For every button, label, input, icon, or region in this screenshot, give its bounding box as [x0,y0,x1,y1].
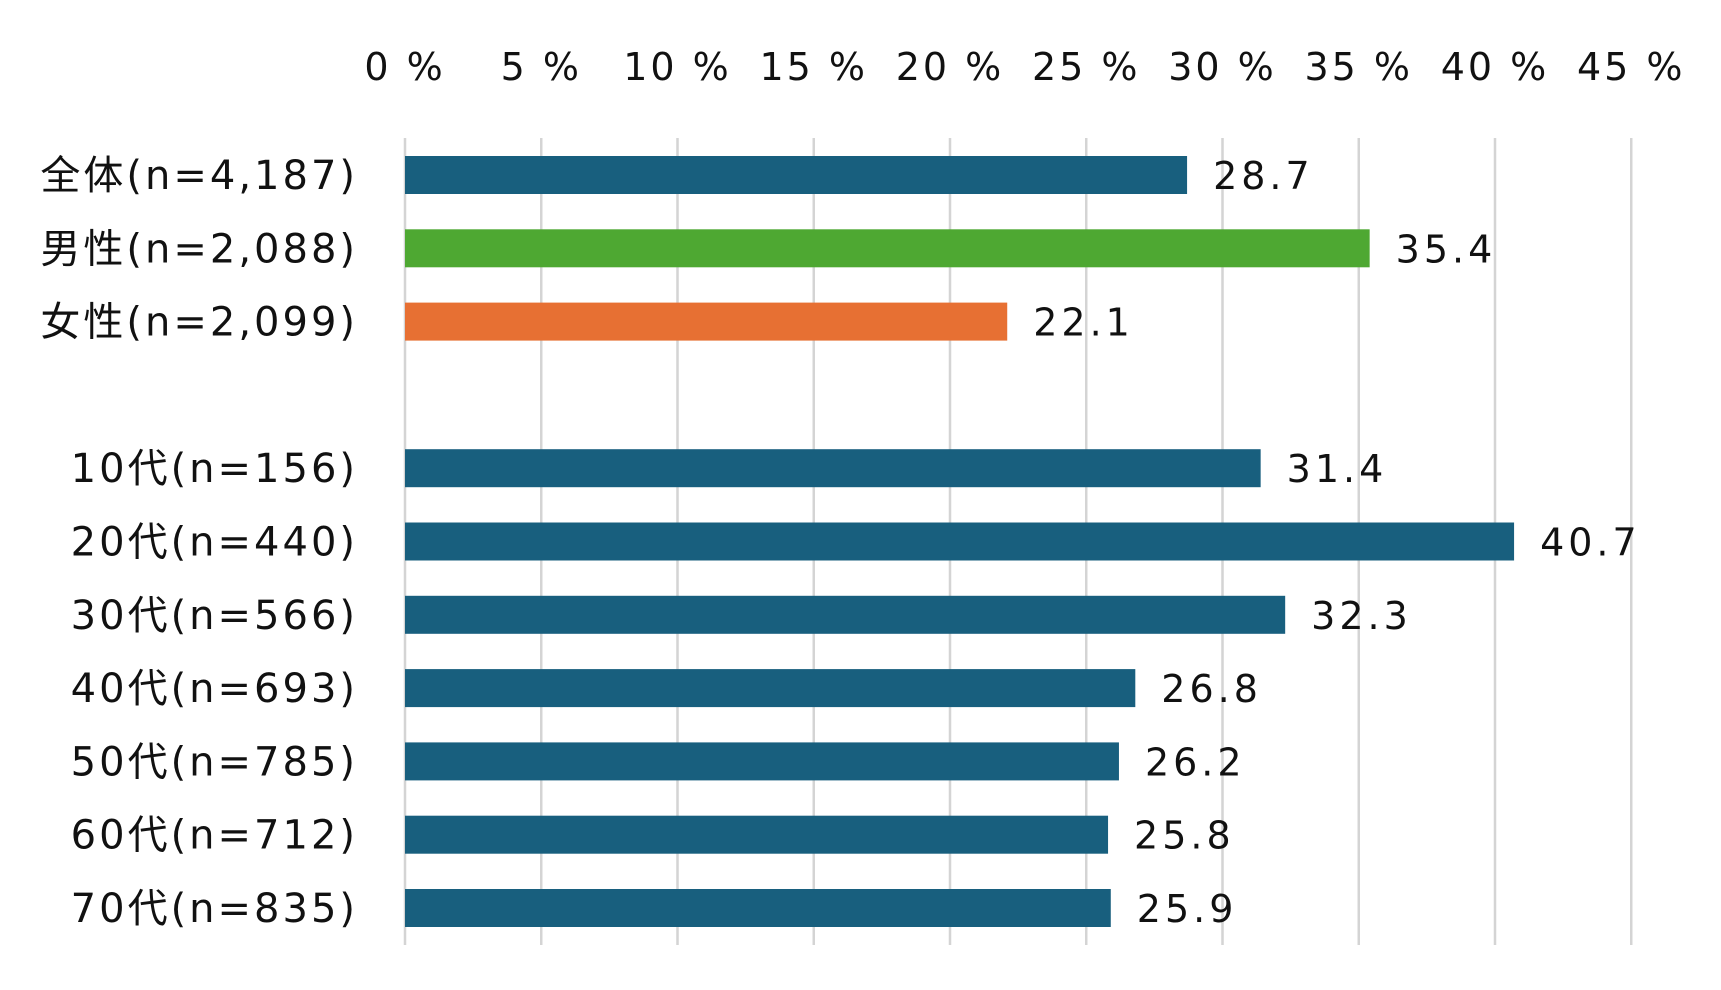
category-label: 全体(n=4,187) [40,153,358,199]
category-label: 20代(n=440) [71,520,358,566]
x-tick-label: 5 % [501,45,582,89]
bar [405,815,1109,854]
x-tick-label: 35 % [1304,45,1413,89]
bar [405,229,1370,268]
data-label: 26.2 [1145,740,1246,784]
category-label: 男性(n=2,088) [40,226,358,272]
data-label: 28.7 [1213,154,1314,198]
bar [405,889,1111,927]
x-axis-ticks: 0 % 5 % 10 % 15 % 20 % 25 % 30 % 35 % 40 % 45 % [364,45,1686,89]
data-label: 31.4 [1287,447,1388,491]
bar [405,522,1515,561]
x-tick-label: 40 % [1441,45,1550,89]
bar [405,742,1119,781]
x-tick-label: 20 % [896,45,1005,89]
category-label: 50代(n=785) [71,739,358,785]
x-tick-label: 30 % [1168,45,1277,89]
data-label: 26.8 [1161,667,1262,711]
bar [405,595,1286,634]
category-labels: 全体(n=4,187) 男性(n=2,088) 女性(n=2,099) 10代(n=1… [40,153,358,932]
bar [405,669,1136,708]
category-label: 女性(n=2,099) [40,300,358,346]
x-tick-label: 0 % [364,45,445,89]
x-tick-label: 25 % [1032,45,1141,89]
bar [405,449,1261,488]
data-label: 25.9 [1137,887,1238,931]
value-labels: 28.7 35.4 22.1 31.4 40.7 32.3 26.8 26.2 25.8 25.9 [1033,154,1641,931]
category-label: 70代(n=835) [71,886,358,932]
bar [405,156,1188,194]
x-tick-label: 45 % [1577,45,1686,89]
data-label: 22.1 [1033,301,1134,345]
data-label: 25.8 [1134,814,1235,858]
category-label: 40代(n=693) [71,666,358,712]
bars [405,156,1515,927]
data-label: 35.4 [1396,227,1497,271]
category-label: 30代(n=566) [71,593,358,639]
x-tick-label: 15 % [759,45,868,89]
bar [405,302,1008,341]
category-label: 10代(n=156) [71,446,358,492]
x-tick-label: 10 % [623,45,732,89]
category-label: 60代(n=712) [71,813,358,859]
data-label: 32.3 [1311,594,1412,638]
data-label: 40.7 [1540,521,1641,565]
